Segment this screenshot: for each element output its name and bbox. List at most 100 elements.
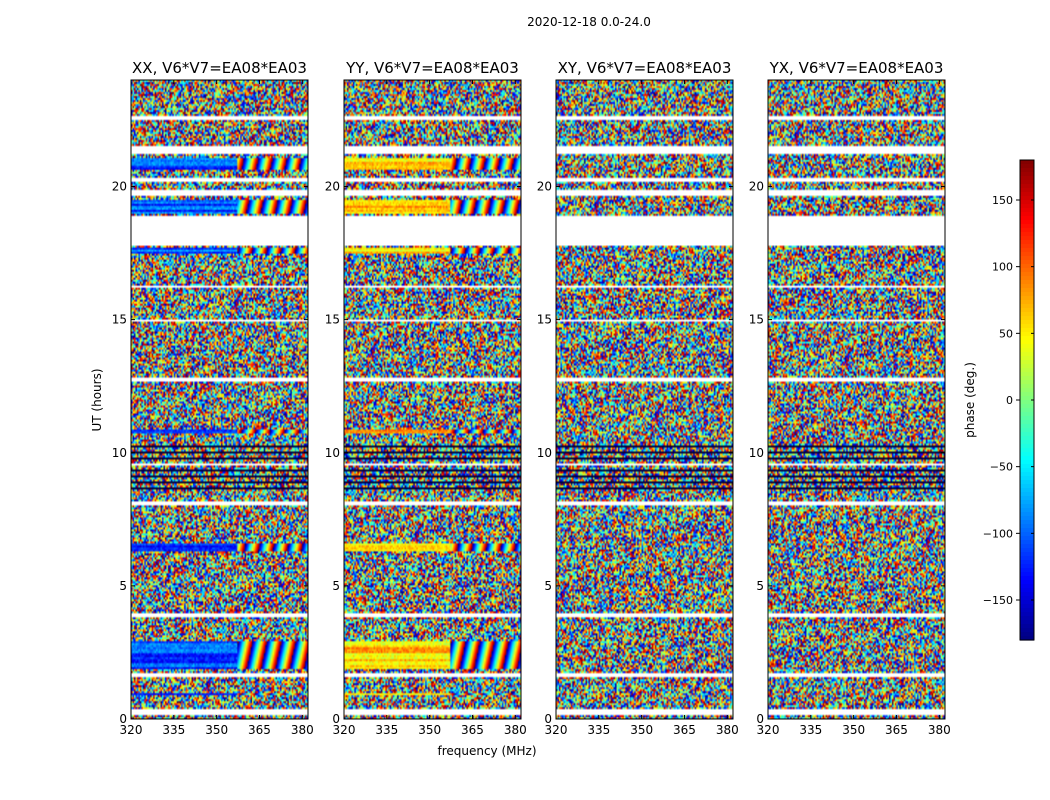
- colorbar-segment: [1020, 220, 1034, 225]
- colorbar-segment: [1020, 460, 1034, 465]
- colorbar-segment: [1020, 260, 1034, 265]
- colorbar-segment: [1020, 308, 1034, 313]
- colorbar-segment: [1020, 536, 1034, 541]
- y-axis-label: UT (hours): [90, 368, 104, 431]
- colorbar-segment: [1020, 476, 1034, 481]
- colorbar-segment: [1020, 288, 1034, 293]
- colorbar-segment: [1020, 324, 1034, 329]
- colorbar-segment: [1020, 636, 1034, 641]
- x-tick-label: 335: [162, 723, 185, 737]
- colorbar-segment: [1020, 440, 1034, 445]
- colorbar-segment: [1020, 624, 1034, 629]
- colorbar-segment: [1020, 264, 1034, 269]
- x-tick-label: 350: [205, 723, 228, 737]
- x-tick-label: 380: [716, 723, 739, 737]
- y-tick-label: 20: [749, 180, 764, 194]
- colorbar-segment: [1020, 256, 1034, 261]
- x-tick-label: 320: [120, 723, 143, 737]
- colorbar-segment: [1020, 512, 1034, 517]
- colorbar-segment: [1020, 596, 1034, 601]
- y-tick-label: 0: [756, 712, 764, 726]
- y-tick-label: 10: [749, 446, 764, 460]
- colorbar-segment: [1020, 320, 1034, 325]
- colorbar-segment: [1020, 484, 1034, 489]
- y-tick-label: 15: [112, 313, 127, 327]
- colorbar-segment: [1020, 496, 1034, 501]
- colorbar-segment: [1020, 548, 1034, 553]
- panel-frame: [343, 79, 522, 720]
- panel-frame: [130, 79, 309, 720]
- x-tick-label: 320: [757, 723, 780, 737]
- colorbar-segment: [1020, 168, 1034, 173]
- y-tick-label: 5: [544, 579, 552, 593]
- colorbar-segment: [1020, 336, 1034, 341]
- colorbar-segment: [1020, 632, 1034, 637]
- colorbar-segment: [1020, 224, 1034, 229]
- x-tick-label: 365: [885, 723, 908, 737]
- colorbar-tick-label: 100: [992, 261, 1013, 274]
- colorbar-segment: [1020, 628, 1034, 633]
- y-tick-label: 15: [537, 313, 552, 327]
- colorbar-segment: [1020, 352, 1034, 357]
- x-tick-label: 380: [928, 723, 951, 737]
- colorbar-segment: [1020, 556, 1034, 561]
- panel-frame: [555, 79, 734, 720]
- colorbar-segment: [1020, 412, 1034, 417]
- colorbar-segment: [1020, 276, 1034, 281]
- colorbar-segment: [1020, 464, 1034, 469]
- colorbar-segment: [1020, 424, 1034, 429]
- colorbar-segment: [1020, 580, 1034, 585]
- colorbar-segment: [1020, 500, 1034, 505]
- colorbar-tick-label: −50: [990, 461, 1013, 474]
- colorbar-segment: [1020, 540, 1034, 545]
- colorbar-segment: [1020, 604, 1034, 609]
- x-tick-label: 320: [545, 723, 568, 737]
- colorbar-segment: [1020, 340, 1034, 345]
- x-tick-label: 365: [461, 723, 484, 737]
- colorbar-segment: [1020, 552, 1034, 557]
- x-tick-label: 365: [673, 723, 696, 737]
- colorbar-segment: [1020, 420, 1034, 425]
- heatmap-image: [768, 80, 945, 719]
- figure-title: 2020-12-18 0.0-24.0: [527, 15, 651, 29]
- y-tick-label: 0: [544, 712, 552, 726]
- colorbar-tick-label: −150: [983, 594, 1013, 607]
- panel-yx: YX, V6*V7=EA08*EA03 320 335 350 365 380 0 5 10 15…: [749, 59, 951, 737]
- colorbar-segment: [1020, 452, 1034, 457]
- colorbar-segment: [1020, 620, 1034, 625]
- colorbar-segment: [1020, 200, 1034, 205]
- colorbar-segment: [1020, 508, 1034, 513]
- colorbar-segment: [1020, 364, 1034, 369]
- y-tick-label: 0: [332, 712, 340, 726]
- colorbar-segment: [1020, 160, 1034, 165]
- colorbar-segment: [1020, 592, 1034, 597]
- colorbar-segment: [1020, 228, 1034, 233]
- colorbar-segment: [1020, 616, 1034, 621]
- colorbar-segment: [1020, 252, 1034, 257]
- colorbar-tick-label: 0: [1006, 394, 1013, 407]
- colorbar-segment: [1020, 560, 1034, 565]
- colorbar-segment: [1020, 176, 1034, 181]
- colorbar-tick-label: −100: [983, 527, 1013, 540]
- colorbar-segment: [1020, 368, 1034, 373]
- y-tick-label: 20: [537, 180, 552, 194]
- colorbar-segment: [1020, 356, 1034, 361]
- colorbar-segment: [1020, 304, 1034, 309]
- colorbar-segment: [1020, 404, 1034, 409]
- colorbar-segment: [1020, 316, 1034, 321]
- x-tick-label: 380: [504, 723, 527, 737]
- colorbar-segment: [1020, 180, 1034, 185]
- heatmap-image: [131, 80, 308, 719]
- colorbar-segment: [1020, 408, 1034, 413]
- colorbar-segment: [1020, 184, 1034, 189]
- y-tick-label: 20: [112, 180, 127, 194]
- panel-yy: YY, V6*V7=EA08*EA03 320 335 350 365 380 0 5 10 15…: [325, 59, 527, 737]
- colorbar-segment: [1020, 208, 1034, 213]
- y-tick-label: 15: [749, 313, 764, 327]
- panel-title: YX, V6*V7=EA08*EA03: [769, 59, 944, 77]
- colorbar-segment: [1020, 436, 1034, 441]
- colorbar-segment: [1020, 212, 1034, 217]
- colorbar-segment: [1020, 456, 1034, 461]
- colorbar-segment: [1020, 348, 1034, 353]
